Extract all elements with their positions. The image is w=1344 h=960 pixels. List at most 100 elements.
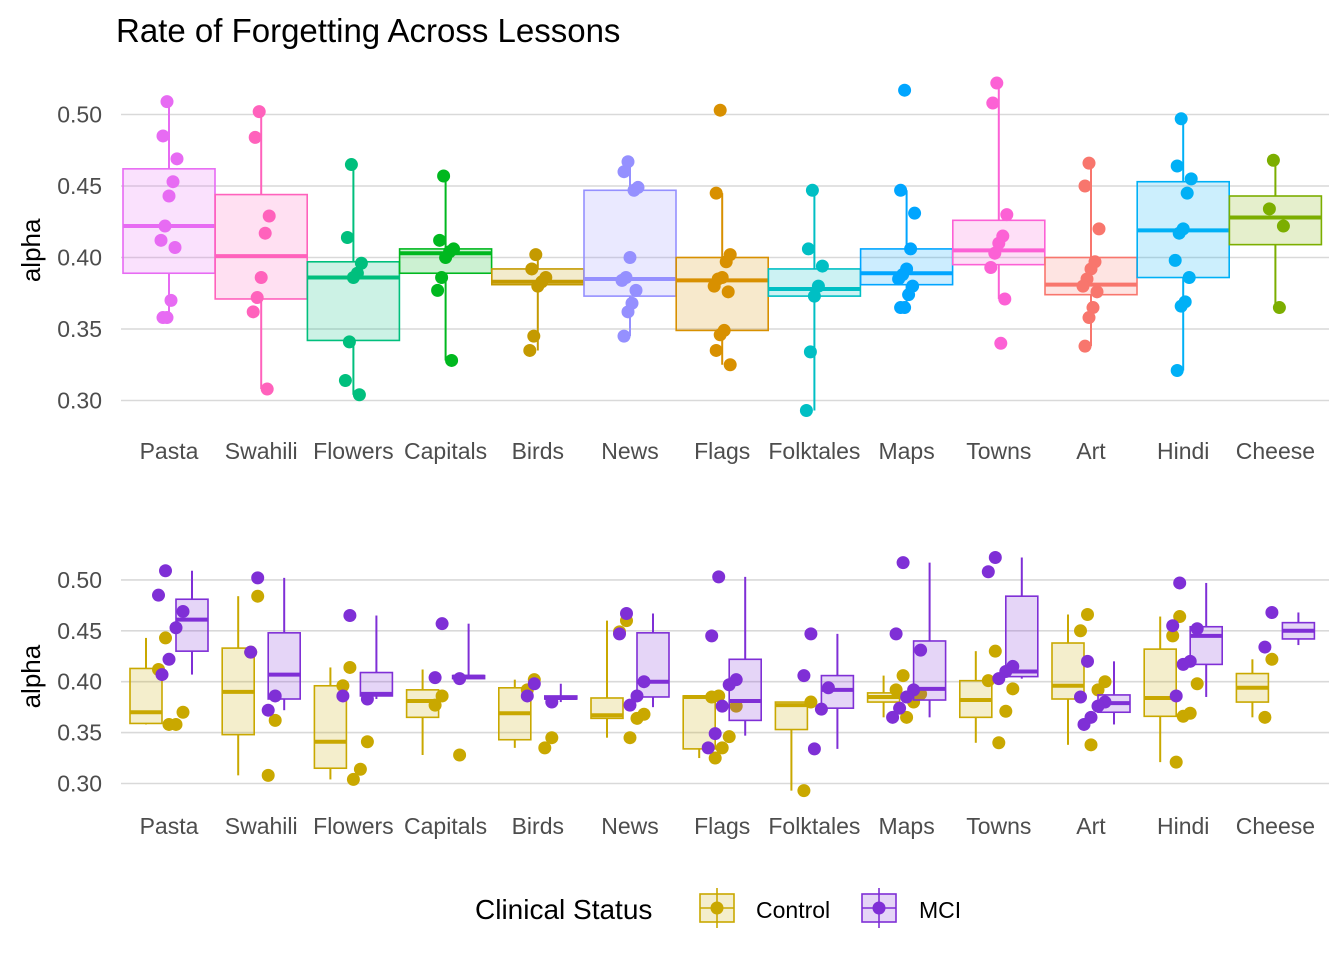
bottom-mci-towns-point	[988, 551, 1002, 565]
bottom-box-control-flags-body	[682, 695, 717, 750]
bottom-y-tick-label: 0.35	[57, 720, 102, 746]
bottom-mci-swahili-point	[268, 689, 282, 703]
bottom-control-art-point	[1091, 683, 1105, 697]
bottom-mci-hindi-point	[1169, 689, 1183, 703]
bottom-control-art-point	[1084, 738, 1098, 752]
top-maps-point	[892, 272, 906, 286]
top-towns-point	[994, 336, 1008, 350]
top-capitals-point	[431, 283, 445, 297]
top-folktales-point	[803, 345, 817, 359]
bottom-mci-flowers-point	[343, 609, 357, 623]
bottom-control-towns-point	[999, 704, 1013, 718]
top-pasta-point	[156, 311, 170, 325]
bottom-control-flowers-point	[343, 660, 357, 674]
top-swahili-point	[258, 226, 272, 240]
top-birds-point	[523, 343, 537, 357]
bottom-control-maps-point	[896, 669, 910, 683]
top-news-point	[621, 305, 635, 319]
bottom-mci-folktales-point	[804, 627, 818, 641]
bottom-control-birds-point	[538, 741, 552, 755]
bottom-control-cheese-point	[1265, 652, 1279, 666]
top-hindi-point	[1168, 253, 1182, 267]
bottom-control-towns-point	[992, 736, 1006, 750]
bottom-mci-hindi-point	[1166, 619, 1180, 633]
top-swahili-point	[250, 291, 264, 305]
top-art-point	[1082, 311, 1096, 325]
top-art-point	[1078, 179, 1092, 193]
bottom-box-control-cheese	[1235, 659, 1270, 718]
top-hindi-point	[1174, 299, 1188, 313]
bottom-mci-news-point	[623, 698, 637, 712]
top-x-tick-label-capitals: Capitals	[404, 438, 487, 464]
top-pasta-point	[162, 189, 176, 203]
bottom-mci-maps-point	[889, 627, 903, 641]
bottom-mci-folktales-point	[814, 702, 828, 716]
top-folktales-point	[801, 242, 815, 256]
top-x-tick-label-news: News	[601, 438, 659, 464]
bottom-mci-maps-point	[914, 643, 928, 657]
bottom-y-tick-label: 0.30	[57, 771, 102, 797]
top-pasta-point	[154, 233, 168, 247]
top-pasta-point	[168, 240, 182, 254]
bottom-mci-pasta-point	[169, 621, 183, 635]
bottom-y-tick-label: 0.50	[57, 567, 102, 593]
bottom-mci-birds-point	[527, 677, 541, 691]
bottom-mci-flags-point	[705, 629, 719, 643]
top-folktales-point	[815, 259, 829, 273]
bottom-mci-news-point	[613, 627, 626, 641]
bottom-control-towns-point	[988, 644, 1002, 658]
top-birds-point	[525, 262, 539, 276]
bottom-box-control-news	[590, 620, 624, 738]
bottom-mci-towns-point	[992, 672, 1006, 686]
top-art-point	[1090, 285, 1104, 299]
top-y-axis-title: alpha	[16, 218, 46, 282]
top-towns-point	[988, 246, 1002, 260]
bottom-control-flags-point	[705, 690, 719, 704]
bottom-y-axis-title: alpha	[16, 644, 46, 708]
bottom-control-folktales-point	[804, 695, 818, 709]
top-towns-point	[986, 96, 1000, 110]
legend-key-mci	[861, 888, 897, 928]
top-folktales-point	[805, 183, 819, 197]
bottom-box-control-folktales	[774, 701, 809, 791]
bottom-box-control-swahili	[221, 596, 255, 776]
bottom-x-tick-label-flowers: Flowers	[313, 813, 394, 839]
bottom-control-maps-point	[889, 683, 903, 697]
bottom-control-swahili-point	[268, 713, 282, 727]
bottom-y-tick-label: 0.40	[57, 669, 102, 695]
bottom-x-tick-label-art: Art	[1076, 813, 1106, 839]
top-news-point	[615, 273, 629, 287]
bottom-control-swahili-point	[261, 768, 275, 782]
top-folktales-point	[811, 279, 825, 293]
top-flags-point	[719, 255, 733, 269]
bottom-control-art-point	[1081, 608, 1094, 622]
top-news-point	[621, 155, 635, 169]
top-flowers-point	[354, 256, 368, 270]
top-hindi-point	[1172, 226, 1186, 240]
bottom-mci-art-point	[1077, 717, 1091, 731]
bottom-mci-birds-point	[520, 689, 534, 703]
top-birds-point	[527, 329, 541, 343]
top-x-tick-label-flowers: Flowers	[313, 438, 394, 464]
bottom-control-hindi-point	[1190, 677, 1204, 691]
top-hindi-point	[1182, 271, 1196, 285]
legend-key-mci-point	[872, 901, 886, 915]
top-swahili-point	[246, 305, 260, 319]
legend-key-control	[699, 888, 735, 928]
top-x-tick-label-flags: Flags	[694, 438, 750, 464]
top-x-tick-label-folktales: Folktales	[768, 438, 860, 464]
bottom-mci-cheese-point	[1265, 605, 1279, 619]
top-flowers-point	[346, 271, 360, 285]
bottom-mci-pasta-point	[152, 588, 165, 602]
bottom-box-control-flowers	[313, 667, 348, 780]
top-flowers-point	[352, 388, 366, 402]
top-x-tick-label-hindi: Hindi	[1157, 438, 1209, 464]
bottom-mci-swahili-point	[244, 645, 258, 659]
bottom-mci-folktales-point	[797, 669, 811, 683]
top-maps-point	[894, 183, 908, 197]
bottom-control-flags-point	[708, 751, 722, 765]
bottom-mci-birds-point	[545, 695, 559, 709]
top-art-point	[1092, 222, 1106, 236]
bottom-mci-pasta-point	[159, 564, 172, 578]
